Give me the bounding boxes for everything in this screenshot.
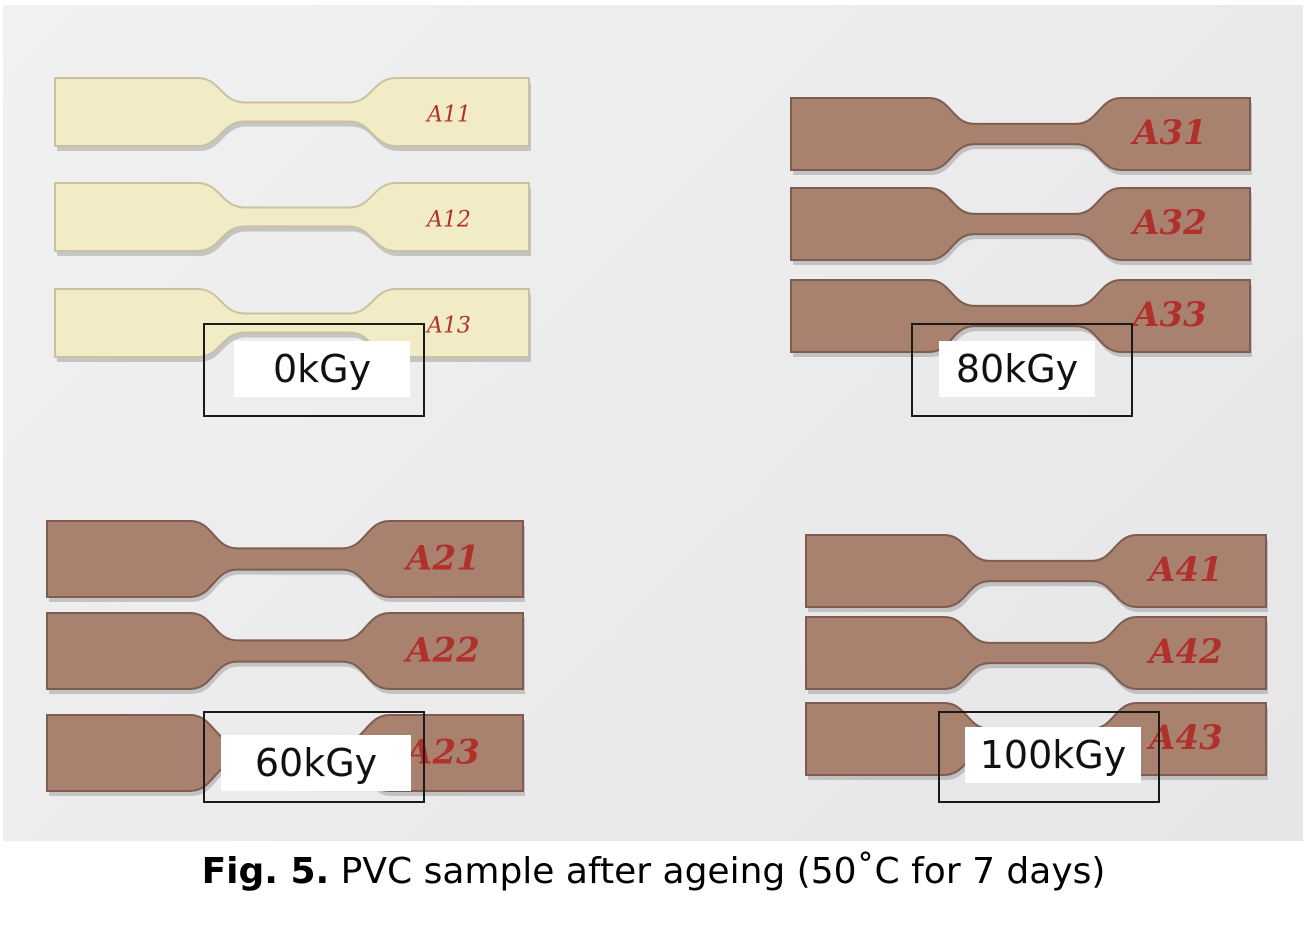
dose-box-60kgy [203, 711, 425, 803]
sample-label-a33: A33 [1130, 295, 1207, 335]
dogbone-sample-a31 [790, 97, 1251, 171]
dogbone-sample-a12 [54, 182, 530, 252]
sample-label-a23: A23 [403, 733, 480, 773]
figure-caption-text: PVC sample after ageing (50˚C for 7 days… [340, 851, 1106, 892]
sample-label-a31: A31 [1130, 113, 1207, 153]
sample-label-a42: A42 [1146, 632, 1223, 672]
sample-label-a21: A21 [403, 539, 480, 579]
figure-caption: Fig. 5. PVC sample after ageing (50˚C fo… [0, 842, 1307, 902]
dogbone-sample-a11 [54, 77, 530, 147]
dogbone-sample-a21 [46, 520, 524, 598]
dose-label-60kgy: 60kGy [221, 735, 411, 791]
figure-number: Fig. 5. [201, 851, 330, 892]
dose-label-80kgy: 80kGy [939, 341, 1095, 397]
sample-label-a12: A12 [425, 208, 471, 233]
sample-label-a41: A41 [1146, 550, 1223, 590]
dogbone-sample-a42 [805, 616, 1267, 690]
sample-label-a13: A13 [425, 314, 471, 339]
dose-box-80kgy [911, 323, 1133, 417]
sample-label-a32: A32 [1130, 203, 1207, 243]
dose-box-100kgy [938, 711, 1160, 803]
sample-photograph: A11 A12 A13 A31 A32 A33 A21 A22 A23 A41 A42 A43 0kG… [3, 5, 1303, 841]
sample-label-a22: A22 [403, 631, 480, 671]
dogbone-sample-a33 [790, 279, 1251, 353]
sample-label-a11: A11 [425, 103, 471, 128]
dose-box-0kgy [203, 323, 425, 417]
dogbone-sample-a32 [790, 187, 1251, 261]
dose-label-0kgy: 0kGy [234, 341, 410, 397]
dogbone-sample-a41 [805, 534, 1267, 608]
dogbone-sample-a22 [46, 612, 524, 690]
dose-label-100kgy: 100kGy [965, 727, 1141, 783]
